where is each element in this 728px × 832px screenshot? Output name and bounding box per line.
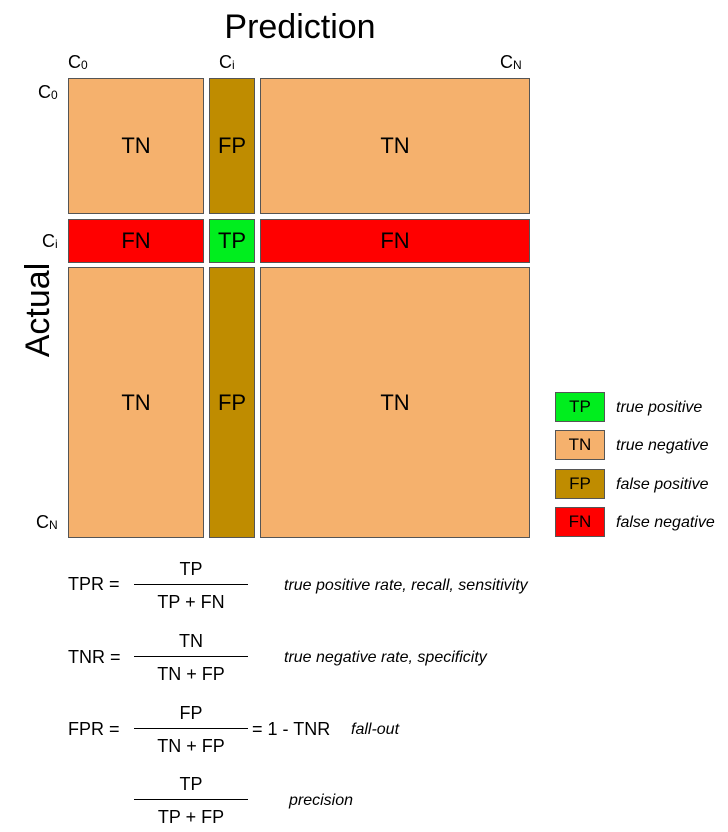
cell-r0-c0: TN xyxy=(68,78,204,214)
formula-tnr-description: true negative rate, specificity xyxy=(284,649,487,666)
cell-r0-cn: TN xyxy=(260,78,530,214)
cell-ri-ci: TP xyxy=(209,219,255,263)
formula-tpr-lhs: TPR = xyxy=(68,574,120,594)
formula-tnr-numerator: TN xyxy=(179,631,203,651)
formula-precision-description: precision xyxy=(289,792,354,809)
actual-axis-title: Actual xyxy=(19,262,57,358)
formula-fpr-numerator: FP xyxy=(179,703,203,723)
col-label-c0: C0 xyxy=(68,52,88,72)
col-label-ci: Ci xyxy=(219,52,235,72)
formula-fpr-fraction-bar xyxy=(134,728,248,729)
legend-swatch-tn: TN xyxy=(555,430,605,460)
row-label-ci: Ci xyxy=(42,231,58,251)
cell-ri-c0: FN xyxy=(68,219,204,263)
formula-fpr-denominator: TN + FP xyxy=(157,736,225,756)
formula-fpr-lhs: FPR = xyxy=(68,719,120,739)
cell-ri-cn: FN xyxy=(260,219,530,263)
cell-rn-cn: TN xyxy=(260,267,530,538)
legend-text-fp: false positive xyxy=(616,476,709,493)
legend-swatch-fp: FP xyxy=(555,469,605,499)
diagram-title: Prediction xyxy=(224,8,376,46)
cell-rn-c0: TN xyxy=(68,267,204,538)
row-label-c0: C0 xyxy=(38,82,58,102)
formula-precision-denominator: TP + FP xyxy=(157,807,225,827)
col-label-cn: CN xyxy=(500,52,522,72)
formula-tnr-denominator: TN + FP xyxy=(157,664,225,684)
cell-r0-ci: FP xyxy=(209,78,255,214)
legend-text-tn: true negative xyxy=(616,437,709,454)
formula-tnr-lhs: TNR = xyxy=(68,647,121,667)
legend-text-tp: true positive xyxy=(616,399,703,416)
legend-text-fn: false negative xyxy=(616,514,715,531)
formula-tpr-fraction-bar xyxy=(134,584,248,585)
formula-tpr-denominator: TP + FN xyxy=(157,592,225,612)
formula-tpr-numerator: TP xyxy=(179,559,203,579)
formula-fpr-description: fall-out xyxy=(351,721,400,738)
legend-swatch-fn: FN xyxy=(555,507,605,537)
cell-rn-ci: FP xyxy=(209,267,255,538)
formula-tnr-fraction-bar xyxy=(134,656,248,657)
formula-tpr-description: true positive rate, recall, sensitivity xyxy=(284,577,528,594)
row-label-cn: CN xyxy=(36,512,58,532)
formula-fpr-equivalence: = 1 - TNR xyxy=(252,719,331,739)
formula-precision-fraction-bar xyxy=(134,799,248,800)
legend-swatch-tp: TP xyxy=(555,392,605,422)
formula-precision-numerator: TP xyxy=(179,774,203,794)
